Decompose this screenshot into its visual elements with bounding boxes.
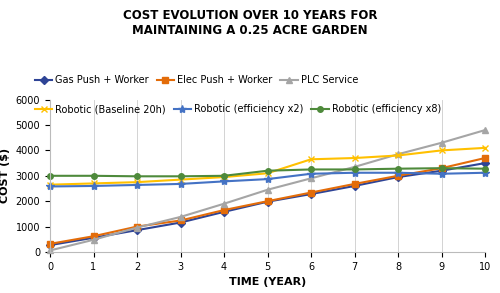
Elec Push + Worker [90, 234, 96, 238]
PLC Service [178, 215, 184, 219]
Elec Push + Worker [47, 242, 53, 246]
Robotic (efficiency x2) [395, 171, 401, 175]
Line: Robotic (efficiency x2): Robotic (efficiency x2) [46, 168, 489, 191]
Elec Push + Worker [221, 208, 227, 212]
Robotic (Baseline 20h) [352, 156, 358, 160]
Gas Push + Worker [178, 221, 184, 224]
Robotic (efficiency x8) [352, 168, 358, 171]
Gas Push + Worker [221, 210, 227, 214]
Robotic (efficiency x2) [438, 172, 444, 176]
Robotic (Baseline 20h) [438, 149, 444, 152]
Gas Push + Worker [395, 175, 401, 179]
Robotic (efficiency x8) [395, 167, 401, 171]
Elec Push + Worker [308, 191, 314, 194]
Robotic (efficiency x8) [178, 175, 184, 178]
Elec Push + Worker [395, 174, 401, 178]
Robotic (efficiency x2) [221, 180, 227, 183]
Robotic (Baseline 20h) [308, 158, 314, 161]
Robotic (efficiency x2) [482, 171, 488, 175]
Robotic (efficiency x2) [134, 183, 140, 187]
Robotic (efficiency x2) [264, 177, 270, 181]
Robotic (Baseline 20h) [178, 178, 184, 181]
PLC Service [47, 249, 53, 252]
Gas Push + Worker [264, 200, 270, 203]
Gas Push + Worker [482, 161, 488, 165]
Text: COST EVOLUTION OVER 10 YEARS FOR
MAINTAINING A 0.25 ACRE GARDEN: COST EVOLUTION OVER 10 YEARS FOR MAINTAI… [123, 9, 378, 37]
PLC Service [308, 177, 314, 180]
Robotic (efficiency x2) [90, 184, 96, 188]
PLC Service [482, 128, 488, 132]
Robotic (Baseline 20h) [482, 146, 488, 150]
PLC Service [264, 188, 270, 192]
Legend: Robotic (Baseline 20h), Robotic (efficiency x2), Robotic (efficiency x8): Robotic (Baseline 20h), Robotic (efficie… [35, 105, 441, 115]
Line: PLC Service: PLC Service [47, 127, 488, 253]
PLC Service [395, 152, 401, 156]
Robotic (Baseline 20h) [264, 171, 270, 175]
PLC Service [221, 202, 227, 205]
Robotic (efficiency x8) [134, 175, 140, 178]
Robotic (Baseline 20h) [134, 180, 140, 184]
Robotic (efficiency x2) [178, 182, 184, 186]
Gas Push + Worker [134, 228, 140, 232]
Gas Push + Worker [47, 243, 53, 247]
Robotic (efficiency x8) [264, 169, 270, 173]
Robotic (efficiency x8) [90, 174, 96, 178]
Gas Push + Worker [438, 169, 444, 173]
PLC Service [134, 226, 140, 229]
PLC Service [438, 141, 444, 144]
Robotic (Baseline 20h) [47, 183, 53, 186]
Elec Push + Worker [438, 166, 444, 170]
Robotic (Baseline 20h) [90, 182, 96, 185]
Robotic (efficiency x8) [47, 174, 53, 178]
Gas Push + Worker [308, 192, 314, 196]
X-axis label: TIME (YEAR): TIME (YEAR) [229, 277, 306, 287]
Robotic (efficiency x2) [308, 172, 314, 176]
Elec Push + Worker [178, 219, 184, 222]
Robotic (efficiency x8) [308, 168, 314, 171]
Line: Robotic (Baseline 20h): Robotic (Baseline 20h) [46, 144, 488, 188]
Robotic (Baseline 20h) [395, 154, 401, 157]
PLC Service [90, 238, 96, 241]
Y-axis label: COST ($): COST ($) [0, 148, 10, 203]
PLC Service [352, 165, 358, 169]
Robotic (Baseline 20h) [221, 175, 227, 179]
Gas Push + Worker [352, 184, 358, 188]
Elec Push + Worker [264, 200, 270, 203]
Elec Push + Worker [134, 225, 140, 228]
Gas Push + Worker [90, 236, 96, 239]
Line: Elec Push + Worker: Elec Push + Worker [47, 155, 488, 247]
Line: Robotic (efficiency x8): Robotic (efficiency x8) [47, 166, 488, 179]
Elec Push + Worker [352, 182, 358, 186]
Line: Gas Push + Worker: Gas Push + Worker [47, 160, 488, 248]
Robotic (efficiency x2) [47, 185, 53, 188]
Robotic (efficiency x8) [482, 167, 488, 171]
Legend: Gas Push + Worker, Elec Push + Worker, PLC Service: Gas Push + Worker, Elec Push + Worker, P… [35, 75, 358, 85]
Robotic (efficiency x8) [221, 174, 227, 178]
Robotic (efficiency x8) [438, 166, 444, 170]
Robotic (efficiency x2) [352, 171, 358, 175]
Elec Push + Worker [482, 156, 488, 160]
